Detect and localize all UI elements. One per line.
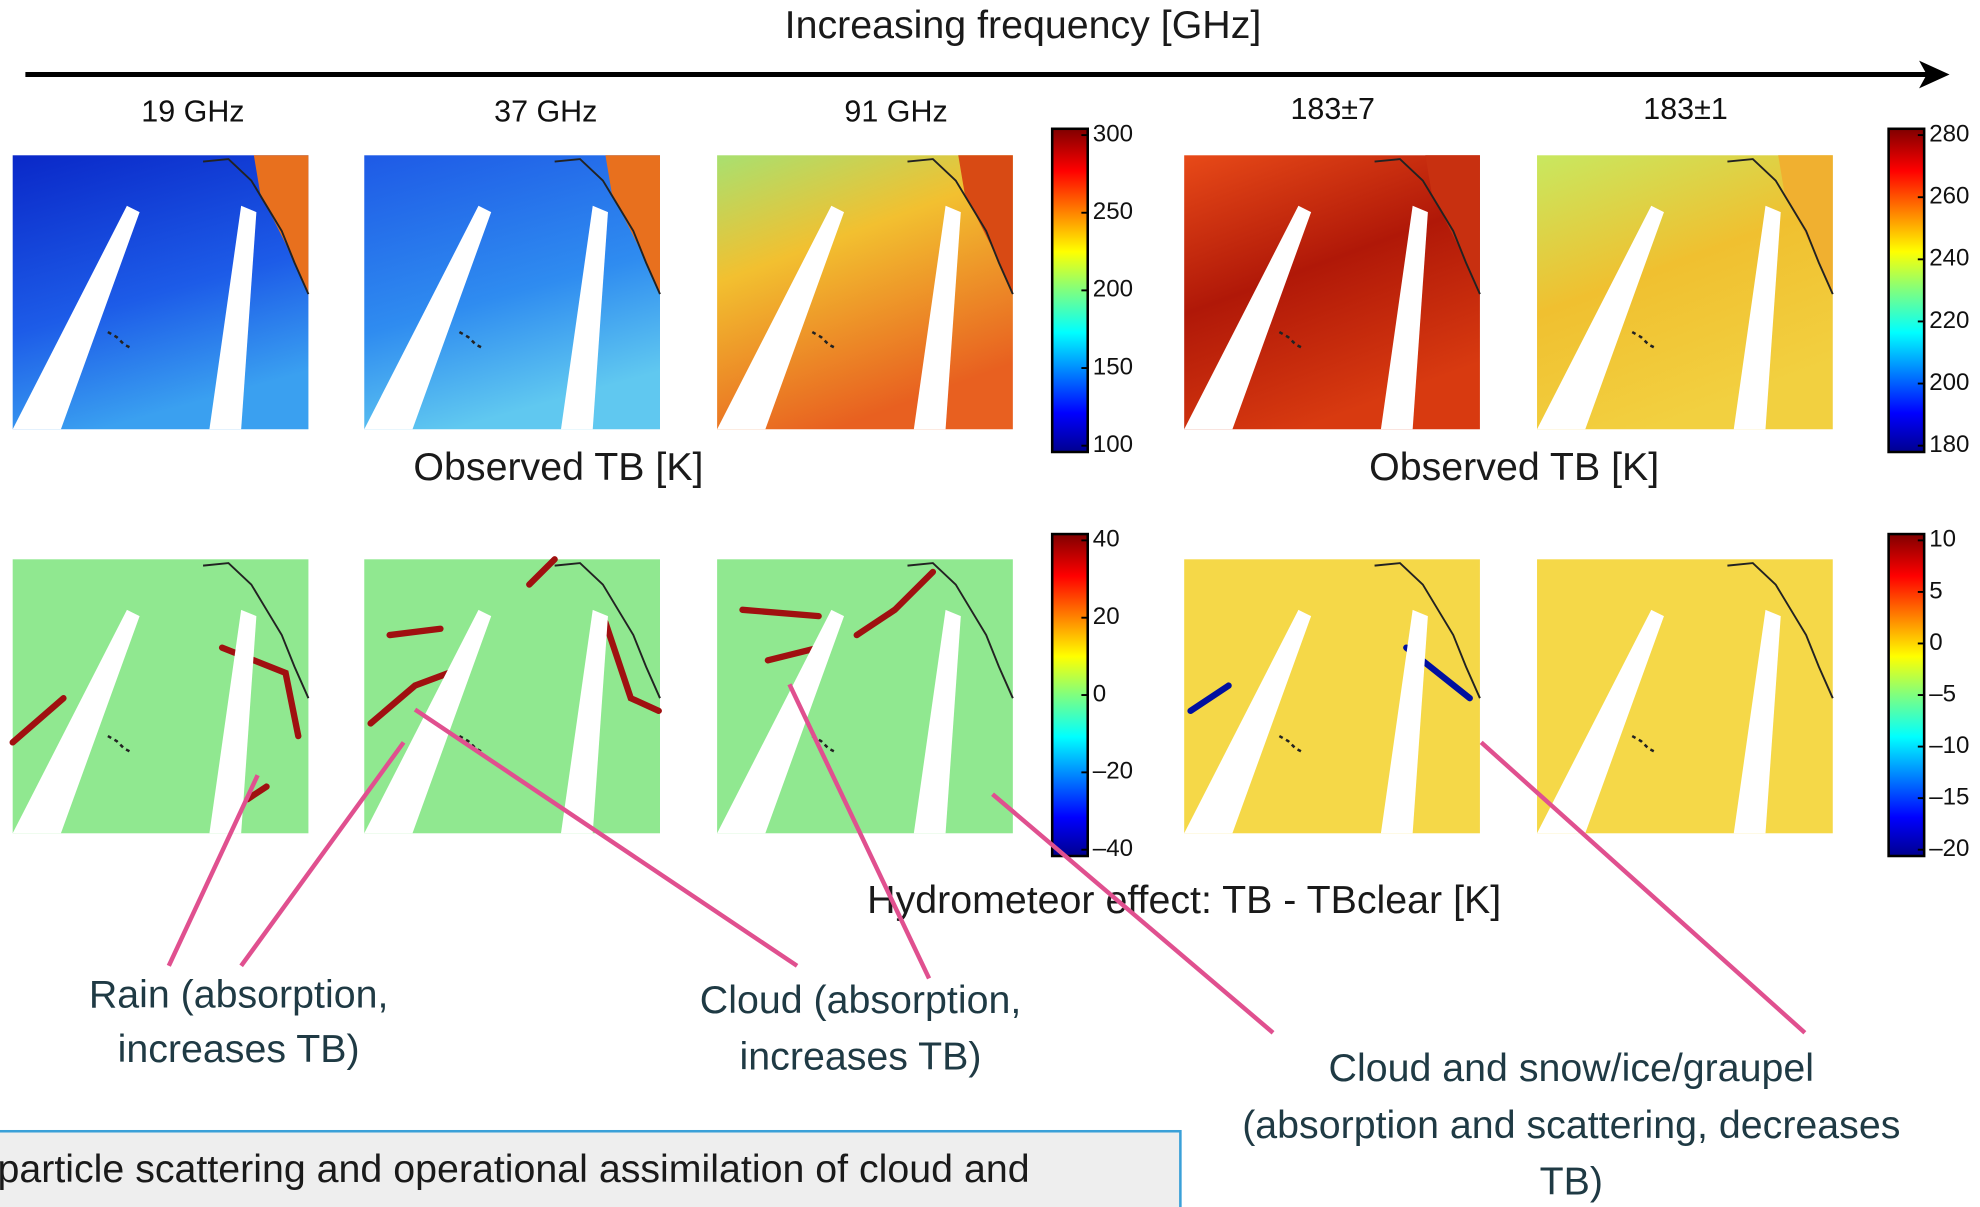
map-panel (364, 155, 660, 429)
map-panel (1184, 155, 1480, 429)
colorbar-tick-label: 200 (1093, 276, 1133, 303)
row-label: Hydrometeor effect: TB - TBclear [K] (867, 878, 1501, 922)
annotation: (absorption and scattering, decreases (1242, 1103, 1900, 1147)
map-panel (13, 559, 309, 833)
annotation: increases TB) (740, 1035, 982, 1079)
colorbar-tick-label: 250 (1093, 198, 1133, 225)
colorbar-tick-label: 0 (1093, 680, 1106, 707)
panel-label: 183±1 (1643, 92, 1727, 126)
map-panel (13, 155, 309, 429)
colorbar (1889, 129, 1925, 452)
panel-label: 91 GHz (844, 95, 947, 129)
map-panel (1537, 155, 1833, 429)
colorbar-tick-label: 280 (1929, 120, 1969, 147)
colorbar-tick-label: –10 (1929, 732, 1969, 759)
annotation: increases TB) (118, 1027, 360, 1071)
annotation: Rain (absorption, (89, 973, 389, 1017)
colorbar-tick-label: –40 (1093, 835, 1133, 862)
colorbar-tick-label: –5 (1929, 680, 1956, 707)
colorbar-tick-label: 20 (1093, 603, 1120, 630)
annotation: Cloud and snow/ice/graupel (1329, 1046, 1814, 1090)
row-label: Observed TB [K] (413, 445, 703, 489)
header-title: Increasing frequency [GHz] (785, 3, 1262, 47)
colorbar-tick-label: –20 (1093, 758, 1133, 785)
colorbar-tick-label: 40 (1093, 526, 1120, 553)
map-panel (1537, 559, 1833, 833)
annotation: TB) (1540, 1160, 1603, 1204)
maps (13, 155, 1833, 833)
colorbar-tick-label: 180 (1929, 431, 1969, 458)
colorbar-tick-label: 300 (1093, 120, 1133, 147)
colorbar-tick-label: 220 (1929, 307, 1969, 334)
map-panel (717, 559, 1013, 833)
colorbar-tick-label: 10 (1929, 526, 1956, 553)
slide: Increasing frequency [GHz] 19 GHz 37 GHz… (0, 0, 1980, 1207)
map-panel (717, 155, 1013, 429)
colorbar-tick-label: 260 (1929, 183, 1969, 210)
annotation: Cloud (absorption, (700, 978, 1021, 1022)
colorbar-tick-label: –20 (1929, 835, 1969, 862)
colorbar-tick-label: 0 (1929, 629, 1942, 656)
colorbar-tick-label: –15 (1929, 784, 1969, 811)
row-label: Observed TB [K] (1369, 445, 1659, 489)
colorbar-tick-label: 100 (1093, 431, 1133, 458)
colorbar-tick-label: 240 (1929, 245, 1969, 272)
colorbar-tick-label: 200 (1929, 369, 1969, 396)
panel-label: 19 GHz (141, 95, 244, 129)
footer-text: particle scattering and operational assi… (0, 1147, 1030, 1191)
panel-label: 183±7 (1290, 92, 1374, 126)
colorbar-tick-label: 5 (1929, 577, 1942, 604)
map-panel (1184, 559, 1480, 833)
panel-label: 37 GHz (494, 95, 597, 129)
map-panel (364, 559, 660, 833)
colorbar-tick-label: 150 (1093, 353, 1133, 380)
